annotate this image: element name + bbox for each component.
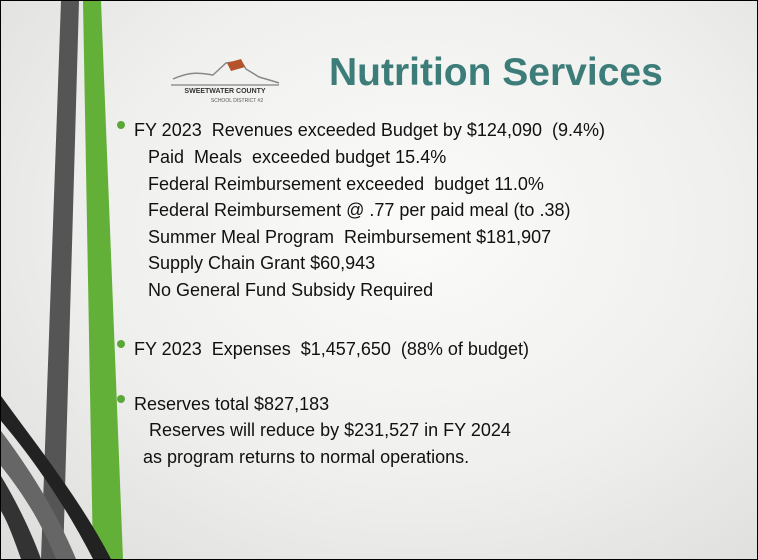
sub-line: Federal Reimbursement exceeded budget 11… [148, 174, 544, 194]
logo-name: SWEETWATER COUNTY [184, 88, 265, 95]
swoosh [1, 431, 76, 559]
sub-line: Summer Meal Program Reimbursement $181,9… [148, 227, 552, 247]
bullet-text: FY 2023 Revenues exceeded Budget by $124… [134, 120, 605, 140]
logo: SWEETWATER COUNTY SCHOOL DISTRICT #2 [171, 59, 280, 104]
sub-line: Reserves will reduce by $231,527 in FY 2… [144, 420, 511, 440]
bullet [117, 340, 125, 348]
bullet [117, 395, 125, 403]
bullet-text: Reserves total $827,183 [134, 394, 330, 414]
gray-stripe [41, 1, 79, 559]
logo-subtitle: SCHOOL DISTRICT #2 [211, 98, 263, 104]
title: Nutrition Services [329, 51, 663, 94]
bullet [117, 121, 125, 129]
sub-line: as program returns to normal operations. [143, 447, 470, 467]
swoosh [1, 476, 41, 559]
sub-line: Paid Meals exceeded budget 15.4% [148, 147, 447, 167]
sub-line: Federal Reimbursement @ .77 per paid mea… [148, 200, 571, 220]
sub-line: No General Fund Subsidy Required [148, 280, 434, 300]
swoosh [1, 396, 111, 559]
sub-line: Supply Chain Grant $60,943 [148, 253, 376, 273]
green-stripe [83, 1, 123, 559]
bullet-text: FY 2023 Expenses $1,457,650 (88% of budg… [134, 339, 529, 359]
